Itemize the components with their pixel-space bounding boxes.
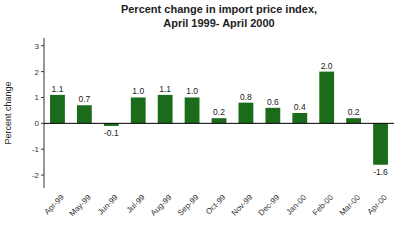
data-label: 1.0 bbox=[132, 86, 144, 96]
data-label: 1.1 bbox=[159, 84, 171, 94]
x-tick-label: Aug-99 bbox=[149, 193, 174, 218]
data-label: -1.6 bbox=[373, 167, 388, 177]
data-label: 0.2 bbox=[348, 107, 360, 117]
data-label: 0.8 bbox=[240, 92, 252, 102]
x-tick-label: Apr-00 bbox=[366, 193, 390, 217]
x-tick-label: Mar-00 bbox=[338, 193, 363, 218]
x-tick-label: Feb-00 bbox=[311, 193, 336, 218]
x-tick-label: Oct-99 bbox=[204, 193, 228, 217]
data-label: 1.0 bbox=[186, 86, 198, 96]
bar bbox=[373, 123, 388, 164]
x-tick-label: Nov-99 bbox=[230, 193, 255, 218]
bar bbox=[265, 108, 280, 124]
bar bbox=[292, 113, 307, 123]
zero-line bbox=[44, 123, 394, 124]
bar bbox=[212, 118, 227, 123]
y-tick-label: 2 bbox=[35, 68, 40, 77]
bar bbox=[77, 105, 92, 123]
y-axis-line bbox=[44, 38, 45, 188]
data-label: 0.4 bbox=[294, 102, 306, 112]
bar bbox=[346, 118, 361, 123]
x-tick-label: Jan-00 bbox=[284, 193, 308, 217]
data-label: 1.1 bbox=[52, 84, 64, 94]
y-axis-label: Percent change bbox=[3, 81, 13, 144]
bar bbox=[158, 95, 173, 123]
y-tick bbox=[41, 149, 44, 150]
x-tick-label: May-99 bbox=[68, 193, 94, 219]
title: Percent change in import price index, bbox=[121, 3, 317, 15]
bar bbox=[131, 97, 146, 123]
chart: Percent change in import price index, Apr… bbox=[0, 0, 401, 238]
y-tick-label: 1 bbox=[35, 93, 40, 102]
subtitle: April 1999- April 2000 bbox=[163, 17, 274, 29]
data-label: 0.6 bbox=[267, 97, 279, 107]
y-tick bbox=[41, 45, 44, 46]
data-label: 2.0 bbox=[321, 61, 333, 71]
x-tick-label: Dec-99 bbox=[257, 193, 282, 218]
data-label: 0.7 bbox=[78, 94, 90, 104]
y-tick bbox=[41, 175, 44, 176]
y-tick-label: 0 bbox=[35, 119, 40, 128]
data-label: 0.2 bbox=[213, 107, 225, 117]
x-tick-label: Apr-99 bbox=[42, 193, 66, 217]
bar bbox=[185, 97, 200, 123]
bar bbox=[50, 95, 65, 123]
y-tick-label: 3 bbox=[35, 42, 40, 51]
data-label: -0.1 bbox=[104, 128, 119, 138]
x-tick-label: Jul-99 bbox=[125, 193, 147, 215]
x-tick-label: Sep-99 bbox=[176, 193, 201, 218]
y-tick bbox=[41, 71, 44, 72]
bars bbox=[50, 72, 388, 165]
y-tick bbox=[41, 123, 44, 124]
y-tick-label: -1 bbox=[32, 145, 40, 154]
y-tick bbox=[41, 97, 44, 98]
bar bbox=[239, 103, 254, 124]
y-tick-label: -2 bbox=[32, 171, 40, 180]
bar bbox=[319, 72, 334, 124]
x-tick-label: Jun-99 bbox=[96, 193, 120, 217]
